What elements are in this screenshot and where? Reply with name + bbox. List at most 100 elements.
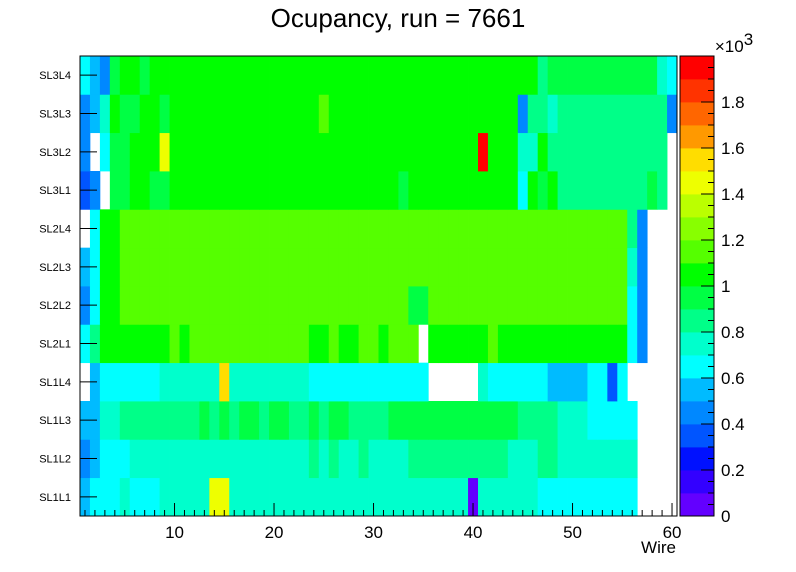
heatmap-cell	[308, 209, 320, 249]
heatmap-cell	[547, 94, 558, 134]
heatmap-cell	[179, 132, 190, 172]
heatmap-cell	[497, 439, 509, 479]
heatmap-cell	[169, 247, 180, 287]
heatmap-cell	[229, 286, 240, 325]
heatmap-cell	[487, 477, 499, 517]
heatmap-cell	[557, 94, 568, 134]
heatmap-cell	[259, 56, 270, 95]
plot-frame	[79, 55, 678, 517]
heatmap-cell	[259, 362, 270, 402]
heatmap-cell	[139, 477, 151, 517]
colorbar-segment	[680, 401, 714, 425]
heatmap-cell	[547, 56, 558, 95]
heatmap-cell	[308, 401, 320, 440]
x-tick-label: 10	[165, 523, 184, 542]
heatmap-cell	[249, 171, 260, 210]
heatmap-cell	[169, 132, 180, 172]
heatmap-cell	[557, 286, 568, 325]
heatmap-cell	[458, 477, 469, 517]
heatmap-cell	[657, 56, 668, 95]
heatmap-cell	[587, 94, 598, 134]
heatmap-cells	[80, 56, 678, 517]
heatmap-cell	[567, 401, 578, 440]
heatmap-cell	[597, 56, 608, 95]
heatmap-cell	[398, 247, 409, 287]
heatmap-cell	[199, 171, 210, 210]
heatmap-cell	[288, 94, 300, 134]
colorbar-tick-label: 0.2	[721, 461, 745, 480]
heatmap-cell	[199, 94, 210, 134]
colorbar-segment	[680, 493, 714, 517]
heatmap-cell	[109, 209, 121, 249]
colorbar-segment	[680, 125, 714, 149]
heatmap-cell	[298, 171, 310, 210]
heatmap-cell	[587, 477, 598, 517]
heatmap-cell	[468, 94, 479, 134]
heatmap-cell	[279, 324, 290, 364]
heatmap-cell	[458, 56, 469, 95]
heatmap-cell	[627, 324, 638, 364]
colorbar-segment	[680, 378, 714, 402]
heatmap-cell	[577, 132, 588, 172]
heatmap-cell	[279, 401, 290, 440]
heatmap-cell	[239, 362, 250, 402]
heatmap-cell	[428, 171, 439, 210]
heatmap-cell	[338, 56, 350, 95]
heatmap-cell	[637, 209, 648, 249]
heatmap-cell	[468, 247, 479, 287]
heatmap-cell	[667, 94, 678, 134]
heatmap-cell	[318, 132, 330, 172]
heatmap-cell	[179, 286, 190, 325]
heatmap-cell	[408, 94, 419, 134]
heatmap-cell	[438, 94, 449, 134]
heatmap-cell	[229, 401, 240, 440]
heatmap-cell	[179, 247, 190, 287]
heatmap-cell	[547, 401, 558, 440]
heatmap-cell	[358, 171, 369, 210]
colorbar-segment	[680, 355, 714, 379]
heatmap-cell	[159, 477, 170, 517]
heatmap-cell	[298, 209, 310, 249]
heatmap-cell	[497, 286, 509, 325]
heatmap-cell	[328, 477, 340, 517]
heatmap-cell	[637, 56, 648, 95]
heatmap-cell	[239, 439, 250, 479]
heatmap-cell	[328, 247, 340, 287]
heatmap-cell	[507, 477, 519, 517]
heatmap-cell	[269, 171, 280, 210]
heatmap-cell	[288, 209, 300, 249]
heatmap-cell	[458, 401, 469, 440]
heatmap-cell	[159, 56, 170, 95]
y-row-label: SL2L1	[39, 339, 71, 351]
heatmap-cell	[99, 286, 111, 325]
heatmap-cell	[537, 401, 549, 440]
heatmap-cell	[408, 56, 419, 95]
heatmap-cell	[577, 324, 588, 364]
heatmap-cell	[428, 209, 439, 249]
heatmap-cell	[487, 171, 499, 210]
heatmap-cell	[418, 171, 429, 210]
heatmap-cell	[249, 439, 260, 479]
heatmap-cell	[328, 171, 340, 210]
heatmap-cell	[537, 247, 549, 287]
heatmap-cell	[368, 286, 379, 325]
heatmap-cell	[597, 477, 608, 517]
heatmap-cell	[617, 94, 628, 134]
x-tick-label: 30	[364, 523, 383, 542]
heatmap-cell	[487, 247, 499, 287]
heatmap-cell	[209, 324, 220, 364]
heatmap-cell	[547, 286, 558, 325]
heatmap-cell	[209, 439, 220, 479]
heatmap-cell	[468, 56, 479, 95]
heatmap-cell	[179, 171, 190, 210]
heatmap-cell	[189, 56, 200, 95]
heatmap-cell	[109, 362, 121, 402]
heatmap-cell	[139, 324, 151, 364]
heatmap-cell	[109, 132, 121, 172]
heatmap-cell	[269, 439, 280, 479]
heatmap-cell	[159, 94, 170, 134]
heatmap-cell	[607, 56, 618, 95]
heatmap-cell	[657, 94, 668, 134]
heatmap-cell	[189, 94, 200, 134]
heatmap-cell	[298, 94, 310, 134]
